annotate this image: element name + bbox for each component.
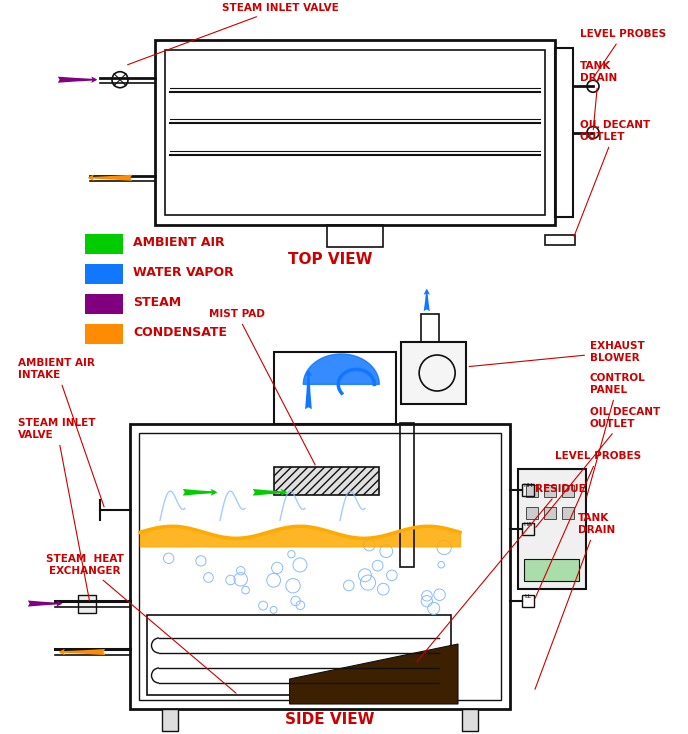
Bar [562, 485, 574, 498]
Bar [555, 48, 573, 217]
Text: LEVEL PROBES: LEVEL PROBES [535, 451, 641, 598]
Bar [85, 234, 123, 254]
Text: TANK
DRAIN: TANK DRAIN [535, 513, 615, 689]
Polygon shape [303, 354, 379, 385]
Bar [85, 294, 123, 314]
Text: LEVEL PROBES: LEVEL PROBES [580, 29, 666, 76]
Bar [522, 484, 534, 495]
Text: AMBIENT AIR
INTAKE: AMBIENT AIR INTAKE [18, 358, 104, 507]
Text: WATER VAPOR: WATER VAPOR [133, 266, 234, 280]
Text: STEAM INLET
VALVE: STEAM INLET VALVE [18, 418, 96, 601]
Bar [155, 40, 555, 225]
Bar [147, 615, 451, 695]
Text: HH: HH [524, 482, 533, 487]
Bar [544, 507, 556, 519]
Text: SIDE VIEW: SIDE VIEW [286, 711, 375, 727]
Text: EXHAUST
BLOWER: EXHAUST BLOWER [469, 341, 645, 366]
Bar [275, 468, 379, 495]
Text: AMBIENT AIR: AMBIENT AIR [133, 236, 224, 250]
Bar [130, 424, 510, 709]
Bar [562, 507, 574, 519]
Bar [545, 235, 575, 245]
Text: CONTROL
PANEL: CONTROL PANEL [587, 373, 646, 497]
Bar [518, 469, 586, 589]
Text: CONDENSATE: CONDENSATE [133, 327, 227, 340]
Text: OIL DECANT
OUTLET: OIL DECANT OUTLET [536, 407, 660, 527]
Text: OIL DECANT
OUTLET: OIL DECANT OUTLET [574, 120, 650, 236]
Bar [421, 314, 439, 342]
Text: HA: HA [524, 523, 533, 528]
Bar [526, 507, 538, 519]
Bar [400, 423, 414, 567]
Bar [139, 433, 501, 700]
Polygon shape [290, 644, 458, 704]
Bar [462, 709, 478, 731]
Bar [524, 559, 579, 581]
Bar [522, 523, 534, 535]
Bar [522, 595, 534, 607]
Text: TANK
DRAIN: TANK DRAIN [580, 61, 617, 130]
Text: MIST PAD: MIST PAD [209, 309, 315, 465]
Text: STEAM: STEAM [133, 297, 181, 310]
Text: TOP VIEW: TOP VIEW [288, 252, 372, 267]
Bar [85, 324, 123, 344]
Bar [162, 709, 178, 731]
Bar [275, 352, 396, 424]
Bar [401, 342, 466, 404]
Bar [85, 264, 123, 284]
Bar [165, 50, 545, 215]
Text: RESIDUE: RESIDUE [417, 484, 585, 662]
Text: LL: LL [524, 594, 532, 599]
Bar [544, 485, 556, 498]
Bar [327, 225, 383, 247]
Bar [78, 595, 96, 613]
Text: STEAM INLET VALVE: STEAM INLET VALVE [127, 3, 338, 65]
Bar [526, 485, 538, 498]
Text: STEAM  HEAT
EXCHANGER: STEAM HEAT EXCHANGER [46, 554, 236, 693]
